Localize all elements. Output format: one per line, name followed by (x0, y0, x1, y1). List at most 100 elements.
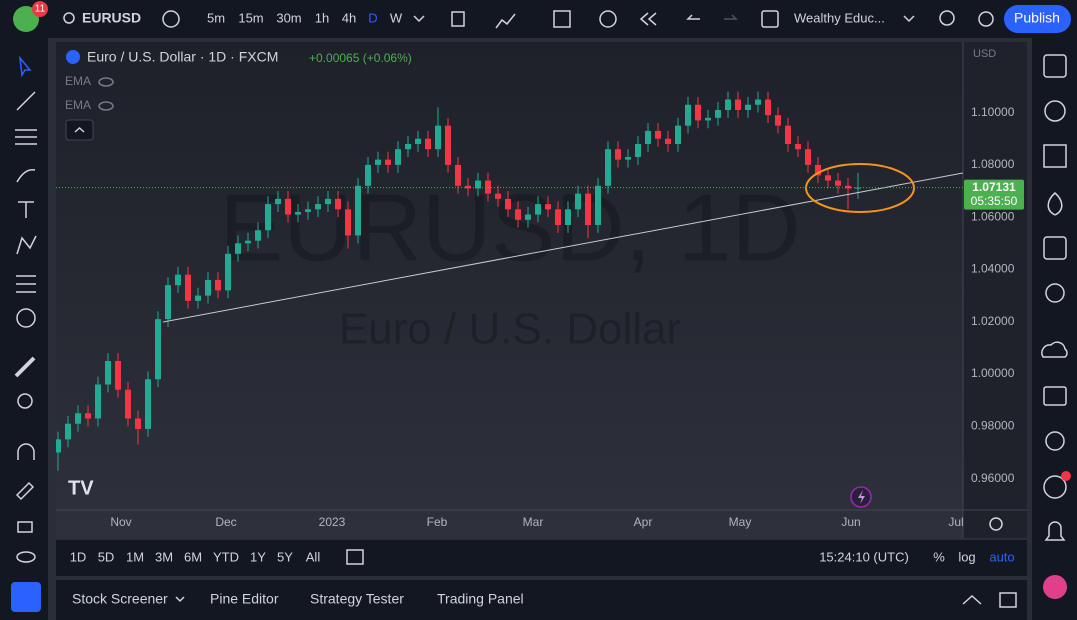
fib-tool[interactable] (15, 129, 37, 145)
chart-type-icon[interactable] (451, 11, 465, 27)
range-button[interactable]: YTD (213, 549, 239, 564)
interval-button[interactable]: 1h (315, 10, 329, 25)
candle-body (305, 209, 311, 212)
candle-body (515, 209, 521, 220)
panel-tab[interactable]: Trading Panel (437, 591, 524, 607)
watermark-description: Euro / U.S. Dollar (339, 305, 681, 354)
ideas-icon[interactable] (1045, 283, 1065, 303)
range-button[interactable]: 1M (126, 549, 144, 564)
publish-button[interactable] (1004, 5, 1071, 33)
x-tick-label: May (729, 515, 752, 529)
range-button[interactable]: 1D (70, 549, 87, 564)
top-toolbar (0, 0, 1077, 38)
tv-logo[interactable]: TV (68, 477, 94, 499)
brush-tool[interactable] (16, 169, 36, 183)
line-tool[interactable] (16, 91, 36, 111)
hidden-icon[interactable] (98, 77, 114, 87)
range-button[interactable]: 1Y (250, 549, 266, 564)
range-button[interactable]: 5D (98, 549, 115, 564)
undo-icon[interactable] (686, 14, 700, 20)
percent-toggle[interactable]: % (933, 549, 945, 564)
live-icon[interactable] (1043, 475, 1067, 499)
pattern-tool[interactable] (16, 235, 37, 255)
interval-button[interactable]: W (390, 10, 403, 25)
draw-mode-tool[interactable] (15, 481, 35, 501)
logo[interactable] (13, 6, 39, 32)
indicator-name[interactable]: EMA (65, 98, 91, 112)
panel-tab[interactable]: Pine Editor (210, 591, 279, 607)
lock-tool[interactable] (17, 521, 33, 533)
sync-tool[interactable] (11, 582, 41, 612)
messages-icon[interactable] (1043, 386, 1067, 406)
chats-icon[interactable] (1041, 341, 1068, 358)
events-glyph (858, 490, 865, 504)
calendar-icon[interactable] (1043, 236, 1067, 260)
candle-body (565, 209, 571, 226)
interval-button[interactable]: 30m (276, 10, 301, 25)
layout-icon[interactable] (761, 10, 779, 28)
interval-button[interactable]: 4h (342, 10, 356, 25)
alert-icon[interactable] (599, 10, 617, 28)
dropdown-icon[interactable] (175, 596, 185, 603)
trend-line[interactable] (162, 172, 963, 323)
forecast-tool[interactable] (16, 275, 36, 293)
auto-toggle[interactable]: auto (989, 549, 1014, 564)
news-icon[interactable] (1043, 144, 1067, 168)
hide-tool[interactable] (16, 551, 36, 563)
candle-body (155, 319, 161, 380)
range-button[interactable]: 6M (184, 549, 202, 564)
legend-title[interactable]: Euro / U.S. Dollar · 1D · FXCM (87, 49, 278, 65)
quick-search-icon[interactable] (939, 10, 955, 26)
hotlist-icon[interactable] (1047, 192, 1063, 216)
interval-button[interactable]: 15m (238, 10, 263, 25)
hidden-icon[interactable] (98, 101, 114, 111)
zoom-tool[interactable] (17, 393, 33, 409)
collapse-panel-icon[interactable] (962, 594, 982, 605)
axis-settings-icon[interactable] (989, 517, 1003, 531)
date-range-icon[interactable] (346, 549, 364, 565)
magnet-tool[interactable] (17, 443, 35, 460)
symbol[interactable]: EURUSD (82, 10, 141, 26)
text-tool[interactable] (18, 201, 34, 218)
x-tick-label: Nov (110, 515, 131, 529)
maximize-panel-icon[interactable] (999, 592, 1017, 608)
add-symbol-icon[interactable] (162, 10, 180, 28)
candle-body (285, 198, 291, 215)
watchlist-icon[interactable] (1043, 54, 1067, 78)
x-tick-label: Dec (215, 515, 236, 529)
layout-name[interactable]: Wealthy Educ... (794, 10, 885, 25)
range-button[interactable]: 3M (155, 549, 173, 564)
log-toggle[interactable]: log (958, 549, 975, 564)
candle-body (715, 109, 721, 118)
candle-body (795, 143, 801, 150)
interval-button[interactable]: D (368, 10, 377, 25)
indicators-icon[interactable] (495, 13, 516, 29)
currency[interactable]: USD (973, 48, 996, 60)
interval-button[interactable]: 5m (207, 10, 225, 25)
measure-tool[interactable] (14, 356, 36, 378)
replay-icon[interactable] (639, 12, 657, 26)
range-button[interactable]: 5Y (277, 549, 293, 564)
candle-body (765, 99, 771, 116)
redo-icon[interactable] (724, 14, 738, 20)
candle-body (665, 138, 671, 144)
templates-icon[interactable] (553, 10, 571, 28)
alerts-icon[interactable] (1044, 100, 1066, 122)
publish-label[interactable]: Publish (1014, 10, 1060, 26)
assistant-icon[interactable] (1043, 575, 1067, 599)
x-tick-label: 2023 (319, 515, 346, 529)
range-button[interactable]: All (306, 549, 321, 564)
search-icon[interactable] (63, 12, 75, 24)
panel-tab[interactable]: Stock Screener (72, 591, 168, 607)
dropdown-icon[interactable] (903, 15, 915, 23)
dropdown-icon[interactable] (413, 15, 425, 23)
cursor-tool[interactable] (18, 55, 32, 78)
notifications-icon[interactable] (1044, 521, 1066, 541)
settings-icon[interactable] (978, 11, 994, 27)
candle-body (105, 360, 111, 385)
icon-tool[interactable] (16, 308, 36, 328)
collapse-button[interactable] (65, 119, 94, 141)
panel-tab[interactable]: Strategy Tester (310, 591, 404, 607)
indicator-name[interactable]: EMA (65, 74, 91, 88)
streams-icon[interactable] (1045, 431, 1065, 451)
